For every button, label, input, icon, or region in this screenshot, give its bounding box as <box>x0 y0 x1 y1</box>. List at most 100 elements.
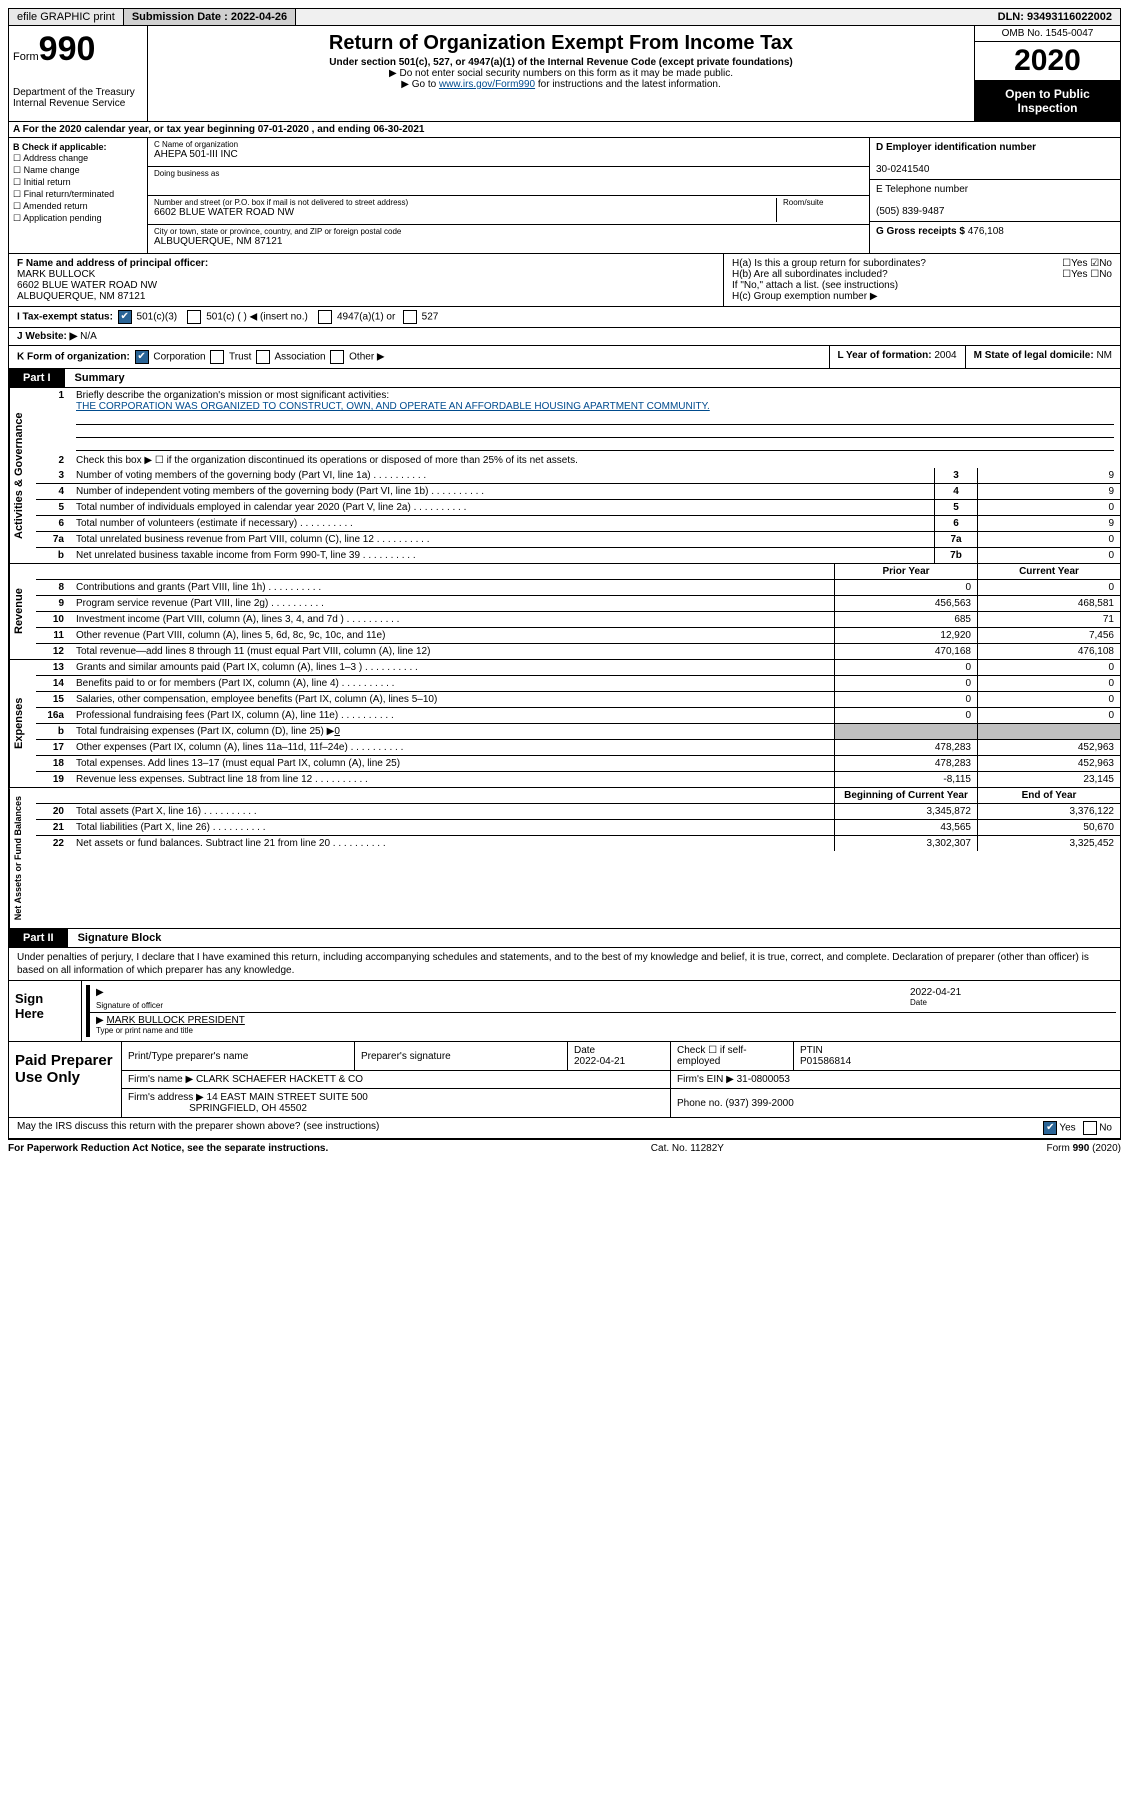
check-4947[interactable] <box>318 310 332 324</box>
ptin-val: P01586814 <box>800 1056 851 1067</box>
sig-date-label: Date <box>910 998 1110 1007</box>
form-prefix: Form <box>13 51 39 63</box>
form-page: Form 990 (2020) <box>1047 1143 1121 1154</box>
ha-yes[interactable]: Yes <box>1071 258 1087 269</box>
ein-value: 30-0241540 <box>876 164 929 175</box>
officer-city: ALBUQUERQUE, NM 87121 <box>17 291 145 302</box>
firm-ein-label: Firm's EIN ▶ <box>677 1074 734 1085</box>
l16b-gray2 <box>978 724 1121 740</box>
na-sidelabel: Net Assets or Fund Balances <box>9 788 36 928</box>
signer-name: MARK BULLOCK PRESIDENT <box>106 1015 244 1026</box>
discuss-text: May the IRS discuss this return with the… <box>17 1121 1041 1135</box>
l5-text: Total number of individuals employed in … <box>70 500 935 516</box>
check-trust[interactable] <box>210 350 224 364</box>
l21-curr: 50,670 <box>978 820 1121 836</box>
ha-no[interactable]: No <box>1099 258 1112 269</box>
officer-label: F Name and address of principal officer: <box>17 258 208 269</box>
goto-prefix: ▶ Go to <box>401 79 439 90</box>
paid-preparer-label: Paid Preparer Use Only <box>9 1042 122 1117</box>
page-footer: For Paperwork Reduction Act Notice, see … <box>8 1139 1121 1157</box>
l20-text: Total assets (Part X, line 16) <box>70 804 835 820</box>
l14-prior: 0 <box>835 676 978 692</box>
check-app-pending[interactable]: ☐ Application pending <box>13 213 143 224</box>
firm-phone-val: (937) 399-2000 <box>725 1098 793 1109</box>
l16b-val: 0 <box>334 726 340 737</box>
right-boxes: D Employer identification number 30-0241… <box>869 138 1120 253</box>
irs-label: Internal Revenue Service <box>13 98 143 109</box>
city-state-zip: ALBUQUERQUE, NM 87121 <box>154 236 863 247</box>
irs-link[interactable]: www.irs.gov/Form990 <box>439 79 535 90</box>
tax-exempt-label: I Tax-exempt status: <box>17 312 113 323</box>
firm-name-label: Firm's name ▶ <box>128 1074 193 1085</box>
firm-phone-label: Phone no. <box>677 1098 723 1109</box>
ptin-label: PTIN <box>800 1045 823 1056</box>
part1-label: Part I <box>9 369 65 387</box>
curr-year-head: Current Year <box>978 564 1121 580</box>
website-value: N/A <box>80 331 97 342</box>
check-amended[interactable]: ☐ Amended return <box>13 201 143 212</box>
phone-label: E Telephone number <box>876 184 968 195</box>
l12-text: Total revenue—add lines 8 through 11 (mu… <box>70 644 835 660</box>
l12-curr: 476,108 <box>978 644 1121 660</box>
self-employed-check[interactable]: Check ☐ if self-employed <box>671 1042 794 1071</box>
dba-label: Doing business as <box>154 169 863 178</box>
firm-addr-label: Firm's address ▶ <box>128 1092 204 1103</box>
assoc-label: Association <box>274 352 325 363</box>
l21-text: Total liabilities (Part X, line 26) <box>70 820 835 836</box>
discuss-no: No <box>1099 1123 1112 1134</box>
l4-val: 9 <box>978 484 1121 500</box>
state-domicile: NM <box>1096 350 1112 361</box>
l22-prior: 3,302,307 <box>835 836 978 852</box>
box-b: B Check if applicable: ☐ Address change … <box>9 138 148 253</box>
box-h: H(a) Is this a group return for subordin… <box>723 254 1120 306</box>
type-name-label: Type or print name and title <box>96 1026 1110 1035</box>
l22-text: Net assets or fund balances. Subtract li… <box>70 836 835 852</box>
year-formation: 2004 <box>934 350 956 361</box>
l18-prior: 478,283 <box>835 756 978 772</box>
check-corp[interactable]: ✔ <box>135 350 149 364</box>
check-501c[interactable] <box>187 310 201 324</box>
check-address-change[interactable]: ☐ Address change <box>13 153 143 164</box>
l18-text: Total expenses. Add lines 13–17 (must eq… <box>70 756 835 772</box>
discuss-no-check[interactable] <box>1083 1121 1097 1135</box>
check-501c3[interactable]: ✔ <box>118 310 132 324</box>
officer-addr: 6602 BLUE WATER ROAD NW <box>17 280 157 291</box>
trust-label: Trust <box>229 352 251 363</box>
officer-group-block: F Name and address of principal officer:… <box>8 254 1121 307</box>
efile-label[interactable]: efile GRAPHIC print <box>9 9 124 25</box>
hb-yes[interactable]: Yes <box>1071 269 1087 280</box>
state-domicile-label: M State of legal domicile: <box>974 350 1094 361</box>
tax-year: 2020 <box>975 42 1120 81</box>
check-527[interactable] <box>403 310 417 324</box>
l10-prior: 685 <box>835 612 978 628</box>
part2-title: Signature Block <box>68 929 172 947</box>
netassets-section: Net Assets or Fund Balances Beginning of… <box>8 788 1121 929</box>
check-final-return[interactable]: ☐ Final return/terminated <box>13 189 143 200</box>
discuss-yes-check[interactable]: ✔ <box>1043 1121 1057 1135</box>
org-name: AHEPA 501-III INC <box>154 149 863 160</box>
l16b-gray1 <box>835 724 978 740</box>
hb-note: If "No," attach a list. (see instruction… <box>732 280 1112 291</box>
l5-val: 0 <box>978 500 1121 516</box>
l7b-text: Net unrelated business taxable income fr… <box>70 548 935 564</box>
527-label: 527 <box>422 312 439 323</box>
part1-title: Summary <box>65 369 135 387</box>
begin-year-head: Beginning of Current Year <box>835 788 978 804</box>
l17-curr: 452,963 <box>978 740 1121 756</box>
l12-prior: 470,168 <box>835 644 978 660</box>
l9-text: Program service revenue (Part VIII, line… <box>70 596 835 612</box>
check-other[interactable] <box>330 350 344 364</box>
prior-year-head: Prior Year <box>835 564 978 580</box>
prep-date-label: Date <box>574 1045 595 1056</box>
dln: DLN: 93493116022002 <box>990 9 1120 25</box>
check-name-change[interactable]: ☐ Name change <box>13 165 143 176</box>
public-inspection: Open to Public Inspection <box>975 81 1120 121</box>
hb-no[interactable]: No <box>1099 269 1112 280</box>
l16a-curr: 0 <box>978 708 1121 724</box>
l18-curr: 452,963 <box>978 756 1121 772</box>
check-initial-return[interactable]: ☐ Initial return <box>13 177 143 188</box>
l1-text: Briefly describe the organization's miss… <box>76 390 389 401</box>
check-assoc[interactable] <box>256 350 270 364</box>
l22-curr: 3,325,452 <box>978 836 1121 852</box>
street-address: 6602 BLUE WATER ROAD NW <box>154 207 776 218</box>
